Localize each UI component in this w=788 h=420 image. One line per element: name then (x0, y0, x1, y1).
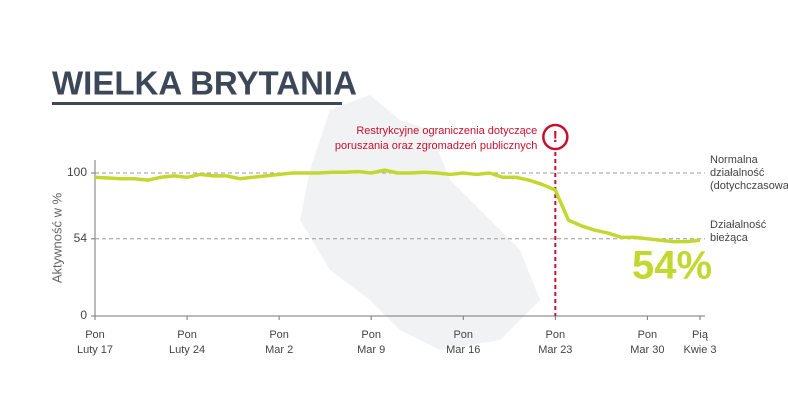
event-icon (542, 123, 569, 151)
event-icon-symbol: ! (553, 129, 558, 146)
x-tick-label: Luty 24 (169, 344, 205, 356)
x-tick-label: Pon (638, 329, 658, 341)
current-label: 54% (632, 244, 712, 288)
reference-label: bieżąca (710, 232, 749, 244)
reference-label: Działalność (710, 219, 767, 231)
data-line (94, 168, 701, 244)
x-tick-label: Pon (177, 329, 197, 341)
x-tick-label: Kwie 3 (683, 344, 716, 356)
x-tick-label: Pon (546, 329, 566, 341)
event-label: Restrykcyjne ograniczenia dotyczące (356, 125, 537, 137)
x-tick-label: Mar 23 (538, 344, 572, 356)
y-tick-label: 0 (80, 308, 87, 322)
x-tick-label: Mar 30 (630, 344, 664, 356)
x-tick-label: Pon (269, 329, 289, 341)
y-tick-label: 54 (74, 231, 88, 245)
reference-label: Normalna (710, 154, 759, 166)
y-axis-label: Aktywność w % (49, 192, 64, 283)
x-tick-label: Mar 2 (265, 344, 293, 356)
reference-label: (dotychczasowa) (710, 180, 788, 192)
reference-label: działalność (710, 167, 765, 179)
x-tick-label: Mar 9 (357, 344, 385, 356)
x-tick-label: Pon (453, 329, 473, 341)
chart-title: WIELKA BRYTANIA (52, 65, 357, 102)
x-tick-label: Pią (692, 329, 709, 341)
map-silhouette (300, 95, 540, 350)
x-tick-label: Pon (361, 329, 381, 341)
y-tick-label: 100 (67, 165, 87, 179)
title-underline (52, 102, 342, 105)
x-tick-label: Luty 17 (77, 344, 113, 356)
x-tick-label: Pon (85, 329, 105, 341)
event-label: poruszania oraz zgromadzeń publicznych (335, 140, 537, 152)
x-tick-label: Mar 16 (446, 344, 480, 356)
